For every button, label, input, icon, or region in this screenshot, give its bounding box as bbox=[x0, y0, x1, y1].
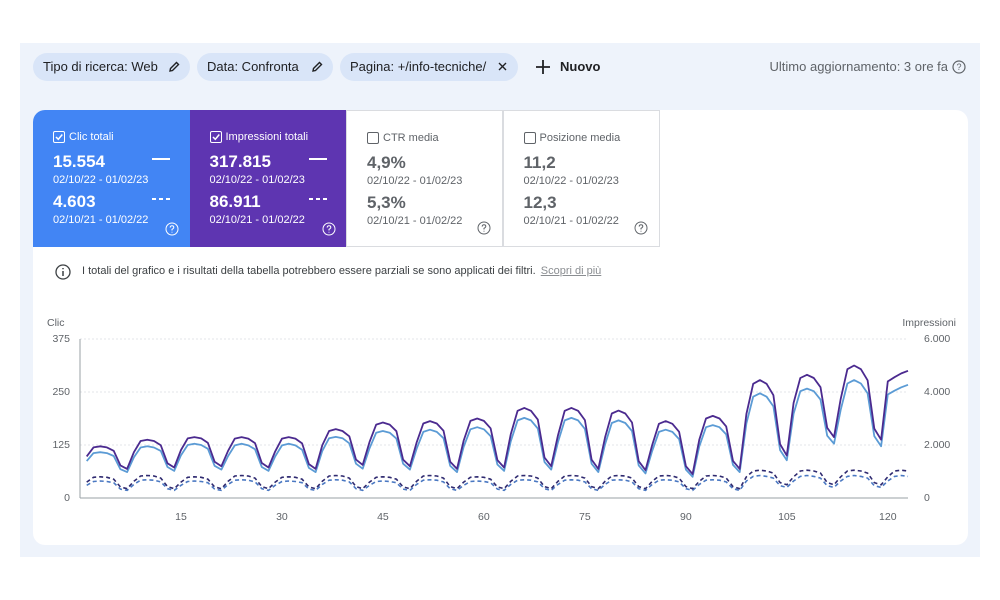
metric-tile[interactable]: Impressioni totali 317.815 02/10/22 - 01/0… bbox=[189, 110, 347, 247]
y2-axis-label: Impressioni bbox=[902, 317, 956, 329]
edit-icon[interactable] bbox=[168, 60, 181, 73]
metric-label: CTR media bbox=[383, 132, 439, 144]
chip-label: Data: Confronta bbox=[207, 59, 299, 74]
metric-previous-range: 02/10/21 - 01/02/22 bbox=[209, 214, 305, 226]
help-icon[interactable] bbox=[634, 221, 648, 235]
plus-icon bbox=[536, 60, 550, 74]
help-icon[interactable] bbox=[477, 221, 491, 235]
help-glyph bbox=[481, 224, 487, 232]
x-tick-label: 90 bbox=[680, 511, 692, 523]
x-tick-label: 105 bbox=[778, 511, 796, 523]
metric-label: Impressioni totali bbox=[225, 131, 309, 143]
metric-label: Posizione media bbox=[539, 132, 621, 144]
metric-label: Clic totali bbox=[69, 131, 114, 143]
new-filter-label: Nuovo bbox=[560, 59, 601, 74]
chip-label: Pagina: +/info-tecniche/ bbox=[350, 59, 487, 74]
checkbox[interactable] bbox=[53, 131, 65, 143]
filter-chip[interactable]: Pagina: +/info-tecniche/ bbox=[340, 53, 518, 81]
metric-tile[interactable]: Clic totali 15.554 02/10/22 - 01/02/23 4.60… bbox=[33, 110, 190, 247]
metric-tile[interactable]: Posizione media 11,2 02/10/22 - 01/02/23 12… bbox=[502, 110, 660, 247]
metric-previous-range: 02/10/21 - 01/02/22 bbox=[53, 214, 149, 226]
help-circle bbox=[634, 221, 647, 235]
chip-label: Tipo di ricerca: Web bbox=[43, 59, 158, 74]
svg-text:?: ? bbox=[956, 62, 961, 72]
help-glyph bbox=[169, 225, 175, 233]
help-glyph bbox=[638, 224, 643, 232]
checkbox[interactable] bbox=[209, 131, 222, 143]
y2-tick-label: 6.000 bbox=[924, 333, 950, 345]
metric-previous: 4.603 bbox=[53, 192, 96, 211]
metric-previous: 12,3 bbox=[523, 193, 557, 212]
y-tick-label: 0 bbox=[64, 492, 70, 504]
line-style-legend bbox=[308, 158, 327, 200]
last-update: Ultimo aggiornamento: 3 ore fa bbox=[769, 59, 948, 74]
metric-current: 15.554 bbox=[53, 152, 105, 171]
remove-icon[interactable] bbox=[496, 60, 509, 73]
metric-current: 317.815 bbox=[209, 152, 271, 171]
metric-previous: 86.911 bbox=[209, 192, 261, 211]
help-icon[interactable]: ? bbox=[952, 60, 966, 74]
metric-current: 11,2 bbox=[523, 153, 556, 172]
y2-tick-label: 2.000 bbox=[924, 439, 950, 451]
x-tick-label: 45 bbox=[377, 511, 389, 523]
edit-icon[interactable] bbox=[311, 60, 324, 73]
check-path bbox=[55, 134, 63, 141]
y-tick-label: 250 bbox=[52, 386, 70, 398]
info-icon bbox=[55, 264, 71, 280]
help-glyph bbox=[326, 225, 331, 233]
new-filter-button[interactable]: Nuovo bbox=[535, 58, 600, 76]
metric-current-range: 02/10/22 - 01/02/23 bbox=[53, 174, 149, 186]
checkbox[interactable] bbox=[367, 132, 379, 144]
metric-previous: 5,3% bbox=[367, 193, 406, 212]
metric-current-range: 02/10/22 - 01/02/23 bbox=[209, 174, 305, 186]
metric-current-range: 02/10/22 - 01/02/23 bbox=[523, 175, 619, 187]
metric-previous-range: 02/10/21 - 01/02/22 bbox=[523, 215, 619, 227]
checkbox[interactable] bbox=[523, 132, 536, 144]
metric-tile[interactable]: CTR media 4,9% 02/10/22 - 01/02/23 5,3% 02/1… bbox=[346, 110, 503, 247]
x-tick-label: 75 bbox=[579, 511, 591, 523]
help-circle bbox=[165, 222, 179, 236]
help-icon[interactable] bbox=[165, 222, 179, 236]
metric-current: 4,9% bbox=[367, 153, 406, 172]
help-circle bbox=[322, 222, 335, 236]
check-path bbox=[211, 134, 220, 141]
filter-chip[interactable]: Tipo di ricerca: Web bbox=[33, 53, 190, 81]
y-tick-label: 375 bbox=[52, 333, 70, 345]
check-mark bbox=[211, 134, 220, 141]
help-icon[interactable] bbox=[322, 222, 336, 236]
current-period-line bbox=[86, 379, 909, 478]
metric-current-range: 02/10/22 - 01/02/23 bbox=[367, 175, 463, 187]
y2-tick-label: 0 bbox=[924, 492, 930, 504]
previous-period-line bbox=[86, 469, 909, 490]
x-tick-label: 15 bbox=[175, 511, 187, 523]
notice-text: I totali del grafico e i risultati della… bbox=[82, 265, 536, 277]
notice: I totali del grafico e i risultati della… bbox=[82, 265, 601, 277]
y-axis-label: Clic bbox=[47, 317, 65, 329]
x-tick-label: 30 bbox=[276, 511, 288, 523]
x-tick-label: 120 bbox=[879, 511, 897, 523]
filter-chip[interactable]: Data: Confronta bbox=[197, 53, 333, 81]
x-tick-label: 60 bbox=[478, 511, 490, 523]
line-style-legend bbox=[152, 158, 170, 200]
y2-tick-label: 4.000 bbox=[924, 386, 950, 398]
metric-previous-range: 02/10/21 - 01/02/22 bbox=[367, 215, 463, 227]
check-mark bbox=[55, 134, 63, 141]
help-circle bbox=[477, 221, 491, 235]
current-period-line bbox=[85, 364, 909, 475]
previous-period-line bbox=[86, 474, 909, 492]
y-tick-label: 125 bbox=[52, 439, 70, 451]
notice-link[interactable]: Scopri di più bbox=[540, 265, 602, 277]
